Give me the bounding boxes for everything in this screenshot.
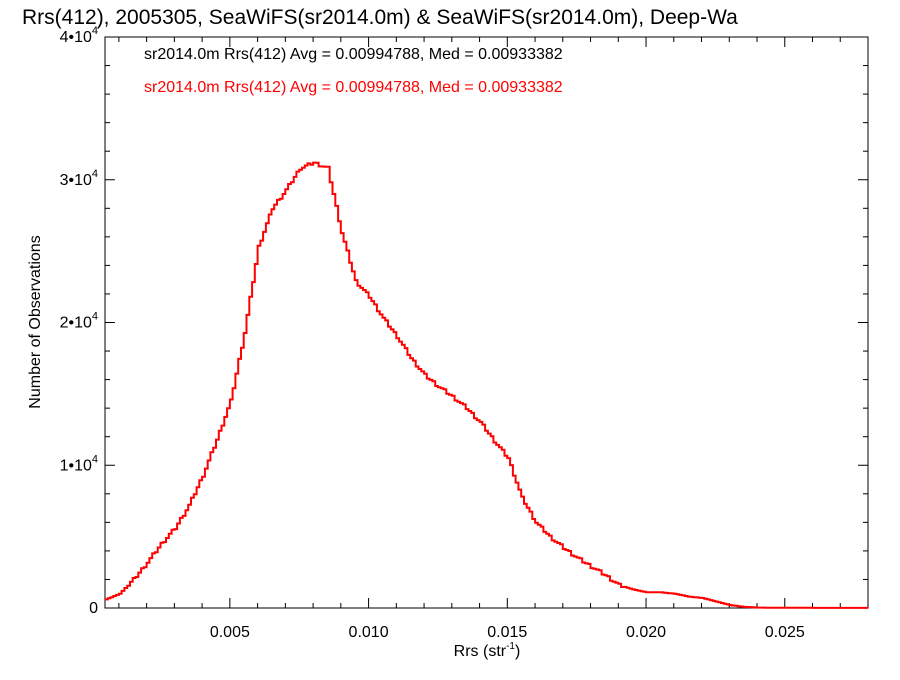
series-layer [105,161,868,609]
x-tick-label: 0.005 [210,624,250,641]
y-axis-label: Number of Observations [27,235,44,408]
y-axis-ticks: 0 1•104 2•104 3•104 4•104 [60,25,868,617]
x-axis-ticks: 0.005 0.010 0.015 0.020 0.025 [118,37,841,641]
x-tick-label: 0.025 [765,624,805,641]
x-tick-label: 0.015 [487,624,527,641]
y-tick-label: 3•104 [60,168,98,189]
y-tick-label: 0 [89,600,98,617]
x-tick-label: 0.010 [349,624,389,641]
y-tick-label: 4•104 [60,25,98,46]
annotation-black: sr2014.0m Rrs(412) Avg = 0.00994788, Med… [144,46,563,63]
y-tick-label: 2•104 [60,311,98,332]
plot-frame [104,36,869,609]
x-axis-label: Rrs (str-1) [454,641,521,660]
chart-title: Rrs(412), 2005305, SeaWiFS(sr2014.0m) & … [22,6,738,29]
histogram-series [105,161,868,609]
y-tick-label: 1•104 [60,453,98,474]
annotation-red: sr2014.0m Rrs(412) Avg = 0.00994788, Med… [144,79,563,96]
x-tick-label: 0.020 [626,624,666,641]
